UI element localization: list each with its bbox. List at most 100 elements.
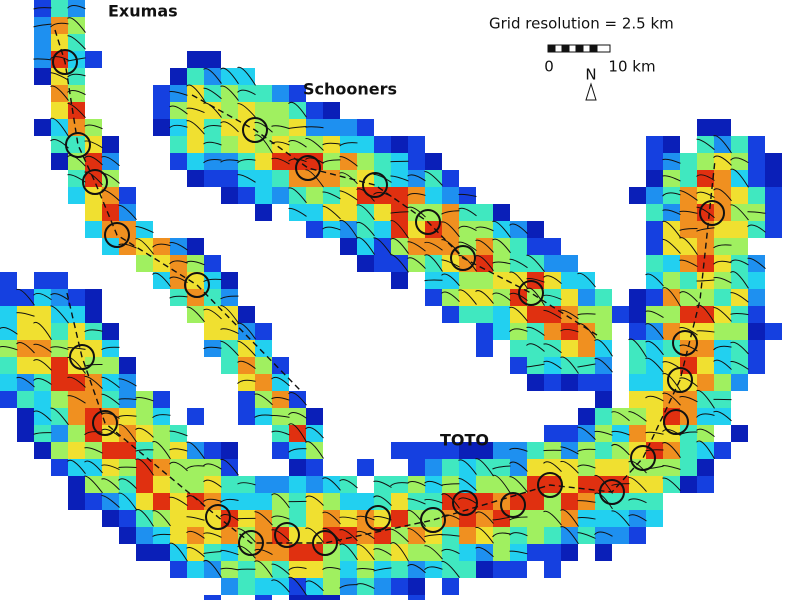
contour	[237, 482, 256, 486]
grid-cell	[408, 493, 425, 510]
contour	[84, 171, 103, 186]
grid-cell	[17, 391, 34, 408]
grid-cell	[68, 170, 85, 187]
grid-cell	[731, 170, 748, 187]
grid-cell	[153, 102, 170, 119]
grid-cell	[51, 68, 68, 85]
grid-cell	[731, 204, 748, 221]
grid-cell	[17, 306, 34, 323]
contour	[492, 532, 511, 538]
grid-cell	[17, 357, 34, 374]
grid-cell	[663, 459, 680, 476]
contour	[628, 514, 647, 522]
grid-cell	[204, 119, 221, 136]
contour	[220, 567, 239, 571]
grid-cell	[306, 408, 323, 425]
grid-cell	[561, 544, 578, 561]
grid-cell	[306, 544, 323, 561]
circle-marker	[537, 472, 563, 498]
contour	[475, 546, 494, 558]
contour	[577, 272, 596, 288]
grid-cell	[544, 340, 561, 357]
grid-cell	[221, 340, 238, 357]
grid-cell	[612, 442, 629, 459]
grid-cell	[646, 408, 663, 425]
grid-cell	[187, 459, 204, 476]
contour	[67, 5, 86, 10]
contour	[101, 412, 120, 419]
contour	[33, 377, 52, 385]
contour	[509, 532, 528, 537]
contour	[713, 277, 732, 284]
contour	[713, 135, 732, 154]
contour	[645, 357, 664, 373]
grid-cell	[238, 306, 255, 323]
contour	[543, 343, 562, 354]
grid-cell	[357, 221, 374, 238]
grid-cell	[238, 374, 255, 391]
contour	[560, 356, 579, 374]
grid-cell	[272, 493, 289, 510]
contour	[696, 389, 715, 409]
contour	[237, 568, 256, 571]
scale-end: 10 km	[608, 58, 655, 76]
grid-cell	[408, 136, 425, 153]
grid-cell	[476, 493, 493, 510]
grid-cell	[561, 272, 578, 289]
contour	[84, 447, 103, 454]
grid-cell	[748, 136, 765, 153]
contour	[696, 428, 715, 438]
grid-cell	[85, 323, 102, 340]
grid-cell	[510, 323, 527, 340]
grid-cell	[544, 374, 561, 391]
contour	[237, 159, 256, 164]
contour	[67, 89, 86, 96]
grid-cell	[255, 561, 272, 578]
contour	[407, 206, 426, 218]
grid-cell	[425, 170, 442, 187]
contour	[407, 564, 426, 574]
contour	[696, 330, 715, 333]
grid-cell	[187, 544, 204, 561]
grid-cell	[306, 476, 323, 493]
contour	[441, 548, 460, 555]
grid-cell	[561, 527, 578, 544]
grid-cell	[289, 442, 306, 459]
grid-cell	[697, 119, 714, 136]
grid-cell	[323, 595, 340, 600]
grid-cell	[731, 306, 748, 323]
grid-cell	[544, 425, 561, 442]
contour	[662, 209, 681, 216]
grid-cell	[629, 357, 646, 374]
contour	[441, 560, 460, 578]
grid-cell	[119, 408, 136, 425]
contour	[577, 313, 596, 316]
grid-cell	[612, 425, 629, 442]
grid-cell	[340, 544, 357, 561]
grid-cell	[204, 170, 221, 187]
grid-cell	[102, 340, 119, 357]
contour	[50, 56, 69, 61]
contour	[203, 346, 222, 350]
grid-cell	[595, 357, 612, 374]
grid-cell	[187, 527, 204, 544]
grid-cell	[714, 187, 731, 204]
contour	[696, 304, 715, 324]
grid-cell	[221, 170, 238, 187]
grid-cell	[663, 136, 680, 153]
grid-cell	[646, 442, 663, 459]
circle-marker	[362, 172, 388, 198]
grid-cell	[408, 255, 425, 272]
grid-cell	[272, 561, 289, 578]
contour	[305, 137, 324, 151]
grid-cell	[102, 493, 119, 510]
grid-cell	[476, 527, 493, 544]
contour	[356, 204, 375, 221]
grid-cell	[34, 408, 51, 425]
grid-cell	[544, 289, 561, 306]
grid-cell	[136, 459, 153, 476]
contour	[441, 259, 460, 268]
grid-cell	[493, 289, 510, 306]
contour	[560, 328, 579, 333]
grid-cell	[459, 459, 476, 476]
